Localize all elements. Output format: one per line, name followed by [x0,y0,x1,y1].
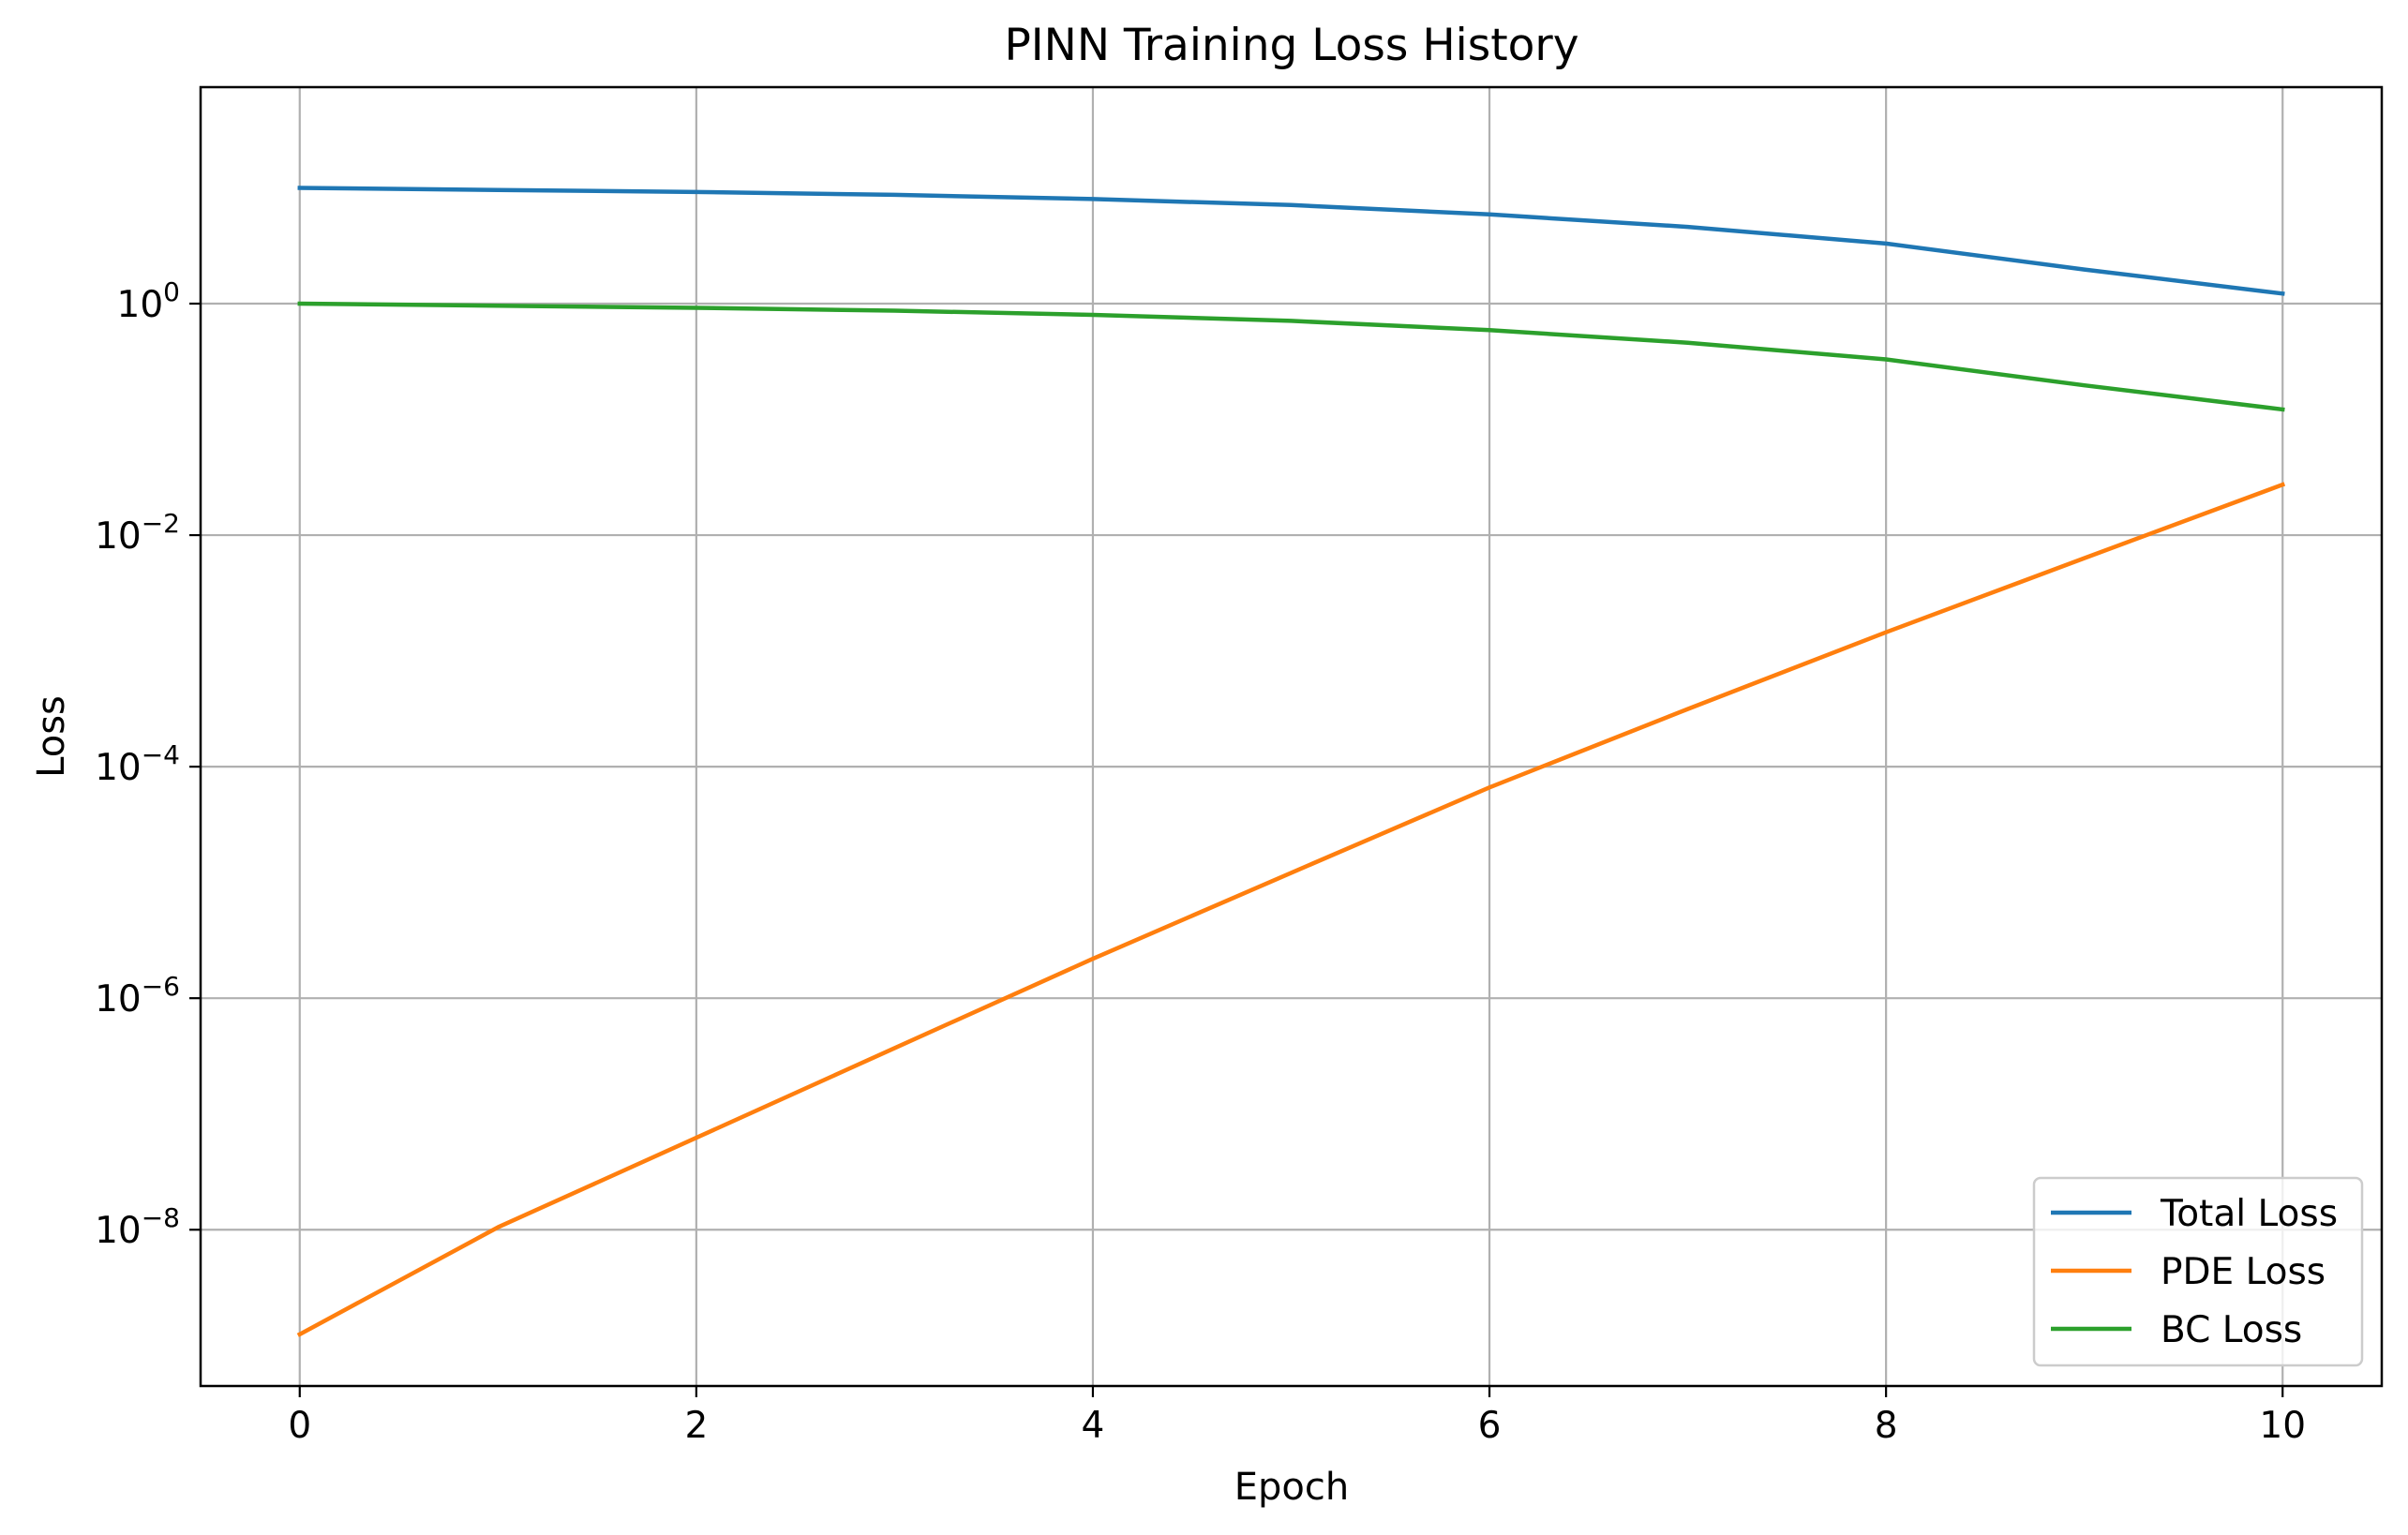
series-line-bc-loss [297,301,2285,412]
y-tick-label: 10−2 [95,508,180,558]
y-tick-label: 10−6 [95,971,180,1021]
x-tick-label: 8 [1875,1405,1898,1447]
series-line-total-loss [297,186,2285,296]
x-tick-label: 6 [1478,1405,1502,1447]
x-axis-label: Epoch [1234,1466,1349,1509]
legend-box [2032,1176,2364,1367]
y-axis-label: Loss [30,695,73,778]
plot-frame [199,85,2384,1388]
x-tick-label: 2 [684,1405,708,1447]
y-tick-label: 100 [117,276,180,326]
x-tick-label: 0 [288,1405,311,1447]
series-line-pde-loss [296,482,2286,1337]
x-tick-label: 10 [2259,1405,2306,1447]
y-axis-ticks: 100 10−2 10−4 10−6 10−8 [95,276,201,1252]
x-axis-ticks: 0 2 4 6 8 10 [288,1386,2306,1447]
series-lines [296,186,2286,1337]
chart-title: PINN Training Loss History [1004,20,1578,71]
y-tick-label: 10−8 [95,1202,180,1252]
legend-label-bc-loss: BC Loss [2161,1309,2302,1351]
x-tick-label: 4 [1082,1405,1105,1447]
y-tick-label: 10−4 [95,739,180,789]
legend-label-total-loss: Total Loss [2160,1193,2338,1235]
legend: Total Loss PDE Loss BC Loss [2032,1176,2364,1367]
grid [201,87,2382,1386]
legend-label-pde-loss: PDE Loss [2161,1251,2326,1293]
